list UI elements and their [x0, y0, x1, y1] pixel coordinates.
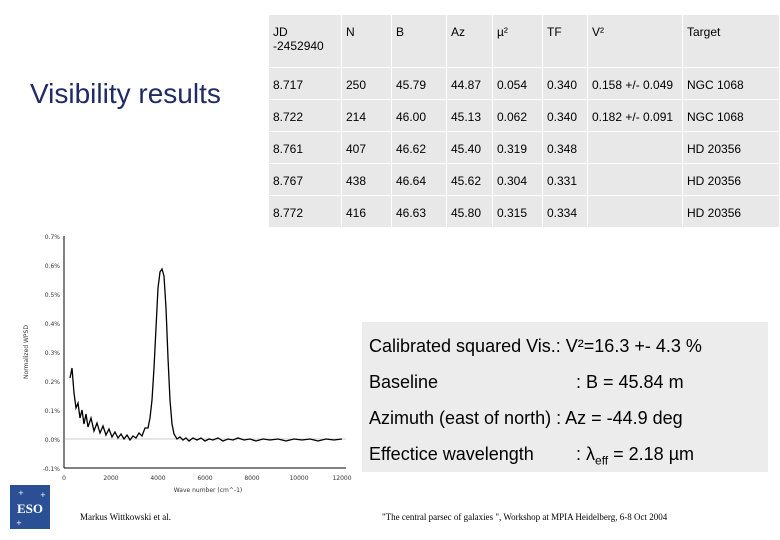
x-tick-label: 2000 [103, 475, 118, 482]
x-tick-label: 4000 [150, 475, 165, 482]
x-tick-label: 10000 [289, 475, 308, 482]
y-tick-label: 0.7% [45, 234, 61, 241]
y-tick-label: 0.2% [45, 379, 61, 386]
azimuth-value: : Az = -44.9 deg [551, 408, 683, 428]
table-row: 8.772 416 46.63 45.80 0.315 0.334 HD 20356 [268, 195, 780, 228]
table-row: 8.767 438 46.64 45.62 0.304 0.331 HD 20356 [268, 163, 780, 196]
header-b: B [391, 14, 447, 68]
results-box: Calibrated squared Vis.: V²=16.3 +- 4.3 … [362, 322, 768, 472]
table-row: 8.761 407 46.62 45.40 0.319 0.348 HD 20356 [268, 131, 780, 164]
svg-text:+: + [16, 519, 22, 527]
calibrated-vis-line: Calibrated squared Vis.: V²=16.3 +- 4.3 … [369, 336, 702, 357]
azimuth-line: Azimuth (east of north) : Az = -44.9 deg [369, 408, 683, 429]
header-mu2: µ² [492, 14, 543, 68]
x-tick-label: 12000 [332, 475, 351, 482]
wavelength-label: Effectice wavelength [369, 444, 534, 464]
header-jd: JD -2452940 [268, 14, 342, 68]
baseline-label: Baseline [369, 372, 439, 392]
x-tick-label: 0 [62, 475, 66, 482]
baseline-value: : B = 45.84 m [576, 372, 684, 392]
table-header-row: JD -2452940 N B Az µ² TF V² Target [268, 14, 780, 68]
header-v2: V² [587, 14, 683, 68]
spectrum-curve [69, 267, 343, 442]
wavelength-value: : λeff = 2.18 µm [576, 444, 695, 468]
y-tick-label: 0.0% [45, 437, 61, 444]
y-tick-label: -0.1% [43, 466, 61, 473]
header-az: Az [446, 14, 493, 68]
header-target: Target [682, 14, 780, 68]
eso-logo: ESO + + + [10, 485, 50, 529]
x-tick-label: 8000 [244, 475, 259, 482]
y-tick-label: 0.6% [45, 263, 61, 270]
y-tick-label: 0.4% [45, 321, 61, 328]
footer-workshop: "The central parsec of galaxies ", Works… [382, 512, 668, 522]
power-spectrum-plot: 0.7% 0.6% 0.5% 0.4% 0.3% 0.2% 0.1% 0.0% … [23, 234, 352, 494]
footer-author: Markus Wittkowski et al. [80, 512, 171, 522]
visibility-table: JD -2452940 N B Az µ² TF V² Target 8.717… [268, 14, 780, 228]
slide-title: Visibility results [30, 78, 221, 109]
table-row: 8.717 250 45.79 44.87 0.054 0.340 0.158 +/-… [268, 67, 780, 100]
y-tick-label: 0.5% [45, 292, 61, 299]
table-row: 8.722 214 46.00 45.13 0.062 0.340 0.182 +/-… [268, 99, 780, 132]
svg-text:ESO: ESO [17, 501, 43, 516]
svg-text:+: + [18, 489, 24, 497]
y-axis-label: Normalized WPSD [23, 325, 30, 379]
x-tick-label: 6000 [197, 475, 212, 482]
calibrated-label: Calibrated squared Vis.: [369, 336, 566, 356]
header-n: N [341, 14, 392, 68]
y-tick-label: 0.3% [45, 350, 61, 357]
header-tf: TF [542, 14, 588, 68]
x-axis-label: Wave number (cm^-1) [174, 487, 243, 494]
eso-logo-icon: ESO + + + [16, 489, 46, 527]
svg-text:+: + [40, 491, 46, 499]
calibrated-value: V²=16.3 +- 4.3 % [565, 336, 702, 356]
y-tick-label: 0.1% [45, 408, 61, 415]
azimuth-label: Azimuth (east of north) [369, 408, 552, 428]
